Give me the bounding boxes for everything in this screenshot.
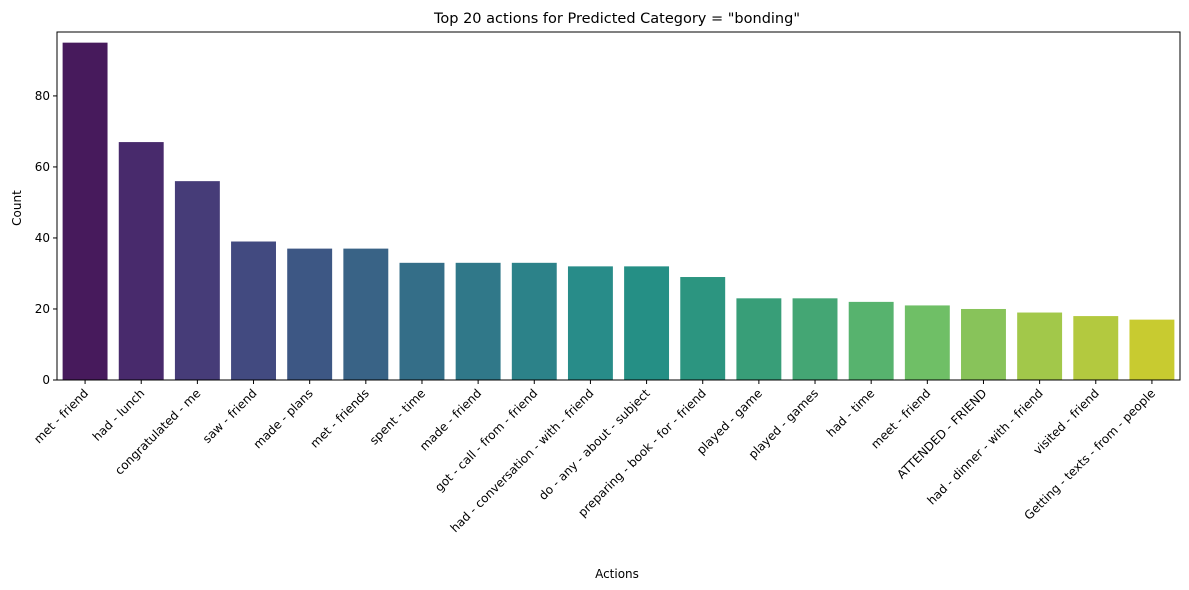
chart-title: Top 20 actions for Predicted Category = … <box>433 11 800 27</box>
x-tick-label: spent - time <box>367 386 428 447</box>
bar-16 <box>961 308 1006 380</box>
y-tick-label: 40 <box>35 231 50 245</box>
x-tick-label: met - friend <box>31 386 91 446</box>
plot-frame <box>56 31 1181 381</box>
bars-group <box>62 42 1175 380</box>
bar-14 <box>848 301 894 380</box>
bar-11 <box>680 277 726 380</box>
x-tick-label: do - any - about - subject <box>536 386 653 503</box>
bar-3 <box>231 241 276 380</box>
bar-4 <box>287 248 333 380</box>
x-tick-label: had - time <box>824 386 877 439</box>
bar-10 <box>624 266 670 380</box>
y-axis-label: Count <box>10 190 24 226</box>
bar-18 <box>1073 316 1119 380</box>
x-tick-label: made - plans <box>251 386 316 451</box>
y-tick-label: 20 <box>35 302 50 316</box>
x-tick-label: had - dinner - with - friend <box>924 386 1045 507</box>
bar-7 <box>455 262 501 380</box>
bar-1 <box>118 142 164 380</box>
x-tick-label: got - call - from - friend <box>432 386 540 494</box>
x-axis-label: Actions <box>595 567 639 581</box>
bar-15 <box>904 305 950 380</box>
bar-13 <box>792 298 838 380</box>
bar-19 <box>1129 319 1175 380</box>
bar-8 <box>511 262 557 380</box>
bar-12 <box>736 298 782 380</box>
bar-2 <box>174 181 220 380</box>
bar-17 <box>1017 312 1063 380</box>
y-tick-label: 60 <box>35 160 50 174</box>
bar-0 <box>62 42 108 380</box>
y-axis-ticks: 0 20 40 60 80 <box>35 89 57 387</box>
x-tick-label: met - friends <box>308 386 372 450</box>
y-tick-label: 0 <box>42 373 50 387</box>
y-tick-label: 80 <box>35 89 50 103</box>
bar-5 <box>343 248 389 380</box>
x-tick-label: saw - friend <box>200 386 260 446</box>
x-tick-label: had - lunch <box>90 386 147 443</box>
bar-9 <box>567 266 613 380</box>
bar-6 <box>399 262 445 380</box>
